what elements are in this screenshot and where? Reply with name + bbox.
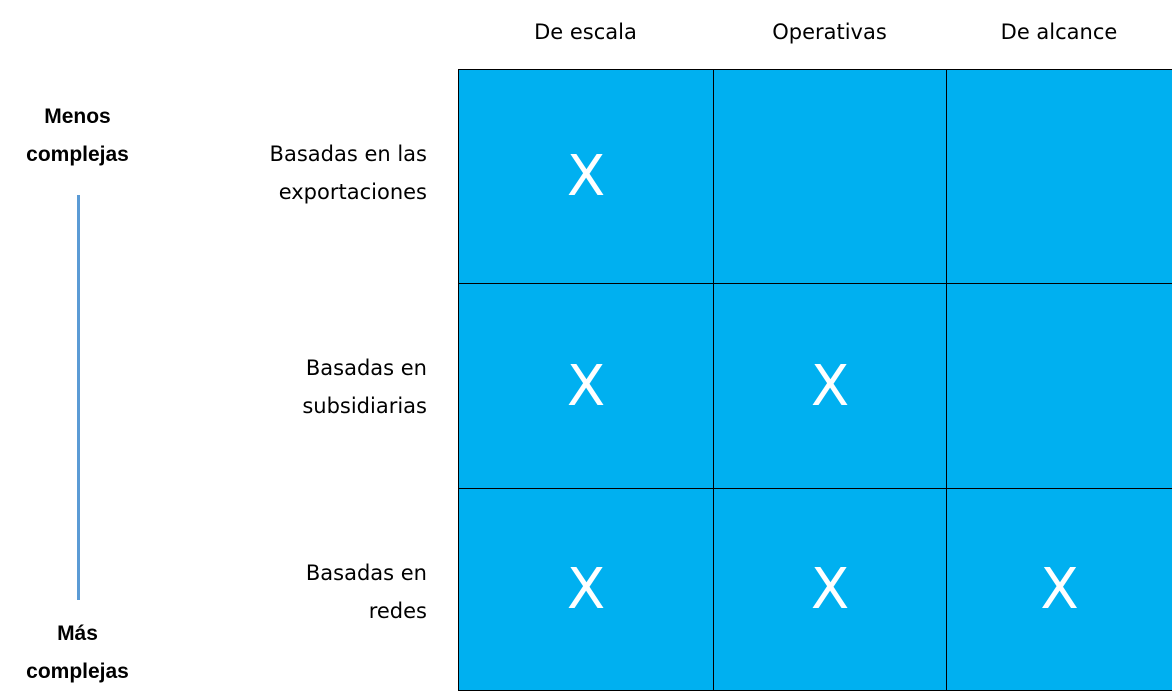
table-cell: X [946, 488, 1172, 691]
row-label: redes [368, 599, 427, 623]
row-label: Basadas en [305, 356, 427, 380]
column-header: Operativas [772, 20, 887, 44]
cell-mark: X [566, 557, 606, 622]
cell-mark: X [566, 353, 606, 419]
axis-line [77, 195, 80, 600]
axis-bottom-label: complejas [26, 660, 129, 683]
table-cell [713, 69, 947, 284]
cell-mark: X [810, 557, 850, 622]
axis-top-label: Menos [44, 105, 111, 128]
table-cell: X [458, 488, 714, 691]
column-header: De escala [534, 20, 637, 44]
table-cell: X [458, 283, 714, 489]
row-label: subsidiarias [302, 394, 427, 418]
cell-mark: X [566, 144, 606, 209]
table-cell [946, 69, 1172, 284]
cell-mark: X [810, 353, 850, 419]
table-cell [946, 283, 1172, 489]
axis-top-label: complejas [26, 143, 129, 166]
cell-mark: X [1040, 557, 1079, 622]
column-header: De alcance [1000, 20, 1118, 44]
row-label: Basadas en las [269, 142, 427, 166]
row-label: Basadas en [305, 561, 427, 585]
row-label: exportaciones [278, 180, 427, 204]
table-cell: X [458, 69, 714, 284]
table-cell: X [713, 488, 947, 691]
table-cell: X [713, 283, 947, 489]
axis-bottom-label: Más [57, 622, 98, 645]
